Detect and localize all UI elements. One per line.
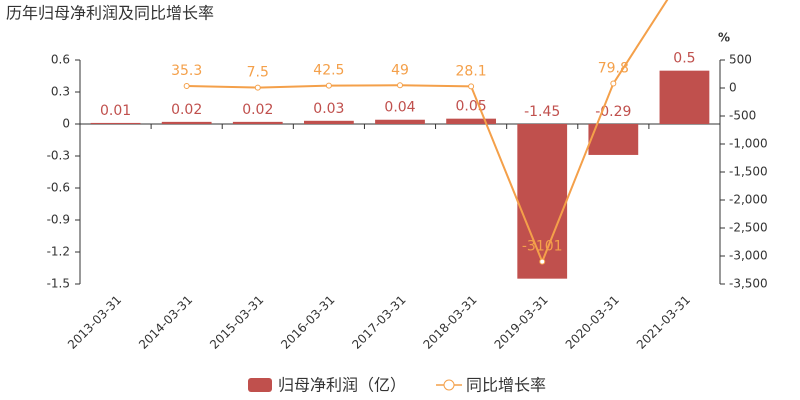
bar	[517, 124, 568, 279]
x-tick-label: 2021-03-31	[634, 293, 693, 352]
y2-tick-label: -1,500	[729, 165, 768, 179]
line-point	[468, 83, 475, 90]
bar	[659, 70, 710, 124]
y-tick-label: 0.3	[51, 85, 70, 99]
y2-axis-unit: %	[718, 31, 730, 45]
y2-tick-label: -2,500	[729, 221, 768, 235]
y-tick-label: -0.3	[47, 149, 70, 163]
line-value-label: -3101	[522, 239, 563, 255]
x-tick-label: 2018-03-31	[420, 293, 479, 352]
line-point	[397, 82, 403, 89]
legend-label: 同比增长率	[466, 376, 546, 395]
line-point	[254, 84, 261, 91]
bar-value-label: 0.02	[171, 102, 202, 118]
bar-value-label: 0.02	[242, 102, 273, 118]
y2-tick-label: -500	[729, 109, 756, 123]
legend-label: 归母净利润（亿）	[278, 376, 406, 395]
line-value-label: 49	[391, 62, 409, 78]
line-point	[610, 80, 617, 87]
line-point	[183, 83, 190, 90]
y-tick-label: -1.5	[47, 277, 70, 291]
x-tick-label: 2020-03-31	[563, 293, 622, 352]
bar	[161, 121, 212, 124]
x-tick-label: 2013-03-31	[65, 293, 124, 352]
line	[186, 0, 669, 265]
y2-tick-label: -3,500	[729, 277, 768, 291]
bar	[304, 120, 354, 124]
bar	[90, 122, 141, 124]
bar	[375, 119, 425, 124]
line-value-label: 42.5	[313, 63, 344, 79]
legend-swatch	[248, 378, 272, 392]
x-tick-label: 2017-03-31	[349, 293, 408, 352]
bar-value-label: -1.45	[524, 104, 560, 120]
line-value-label: 35.3	[171, 63, 202, 79]
x-tick-label: 2015-03-31	[207, 293, 266, 352]
line-point	[539, 258, 546, 265]
y2-tick-label: -1,000	[729, 137, 768, 151]
bar	[232, 121, 283, 124]
x-tick-label: 2014-03-31	[136, 293, 195, 352]
line-value-label: 28.1	[456, 63, 487, 79]
x-tick-label: 2016-03-31	[278, 293, 337, 352]
bar	[446, 118, 496, 124]
bar-value-label: 0.04	[384, 100, 415, 116]
bar	[588, 124, 639, 155]
y-tick-label: -1.2	[47, 245, 70, 259]
y2-tick-label: 0	[729, 81, 737, 95]
bar-value-label: 0.01	[100, 103, 131, 119]
y2-tick-label: -3,000	[729, 249, 768, 263]
y-tick-label: 0.6	[51, 53, 70, 67]
bar-value-label: 0.5	[673, 51, 695, 67]
line-value-label: 79.8	[598, 61, 629, 77]
y2-tick-label: 500	[729, 53, 752, 67]
legend-swatch	[443, 379, 455, 391]
y2-tick-label: -2,000	[729, 193, 768, 207]
bar-value-label: 0.03	[313, 101, 344, 117]
line-point	[325, 82, 332, 89]
y-tick-label: -0.6	[47, 181, 70, 195]
bar-value-label: 0.05	[456, 99, 487, 115]
x-tick-label: 2019-03-31	[492, 293, 551, 352]
chart-title: 历年归母净利润及同比增长率	[6, 4, 214, 23]
y-tick-label: 0	[62, 117, 70, 131]
line-value-label: 7.5	[247, 65, 269, 81]
y-tick-label: -0.9	[47, 213, 70, 227]
